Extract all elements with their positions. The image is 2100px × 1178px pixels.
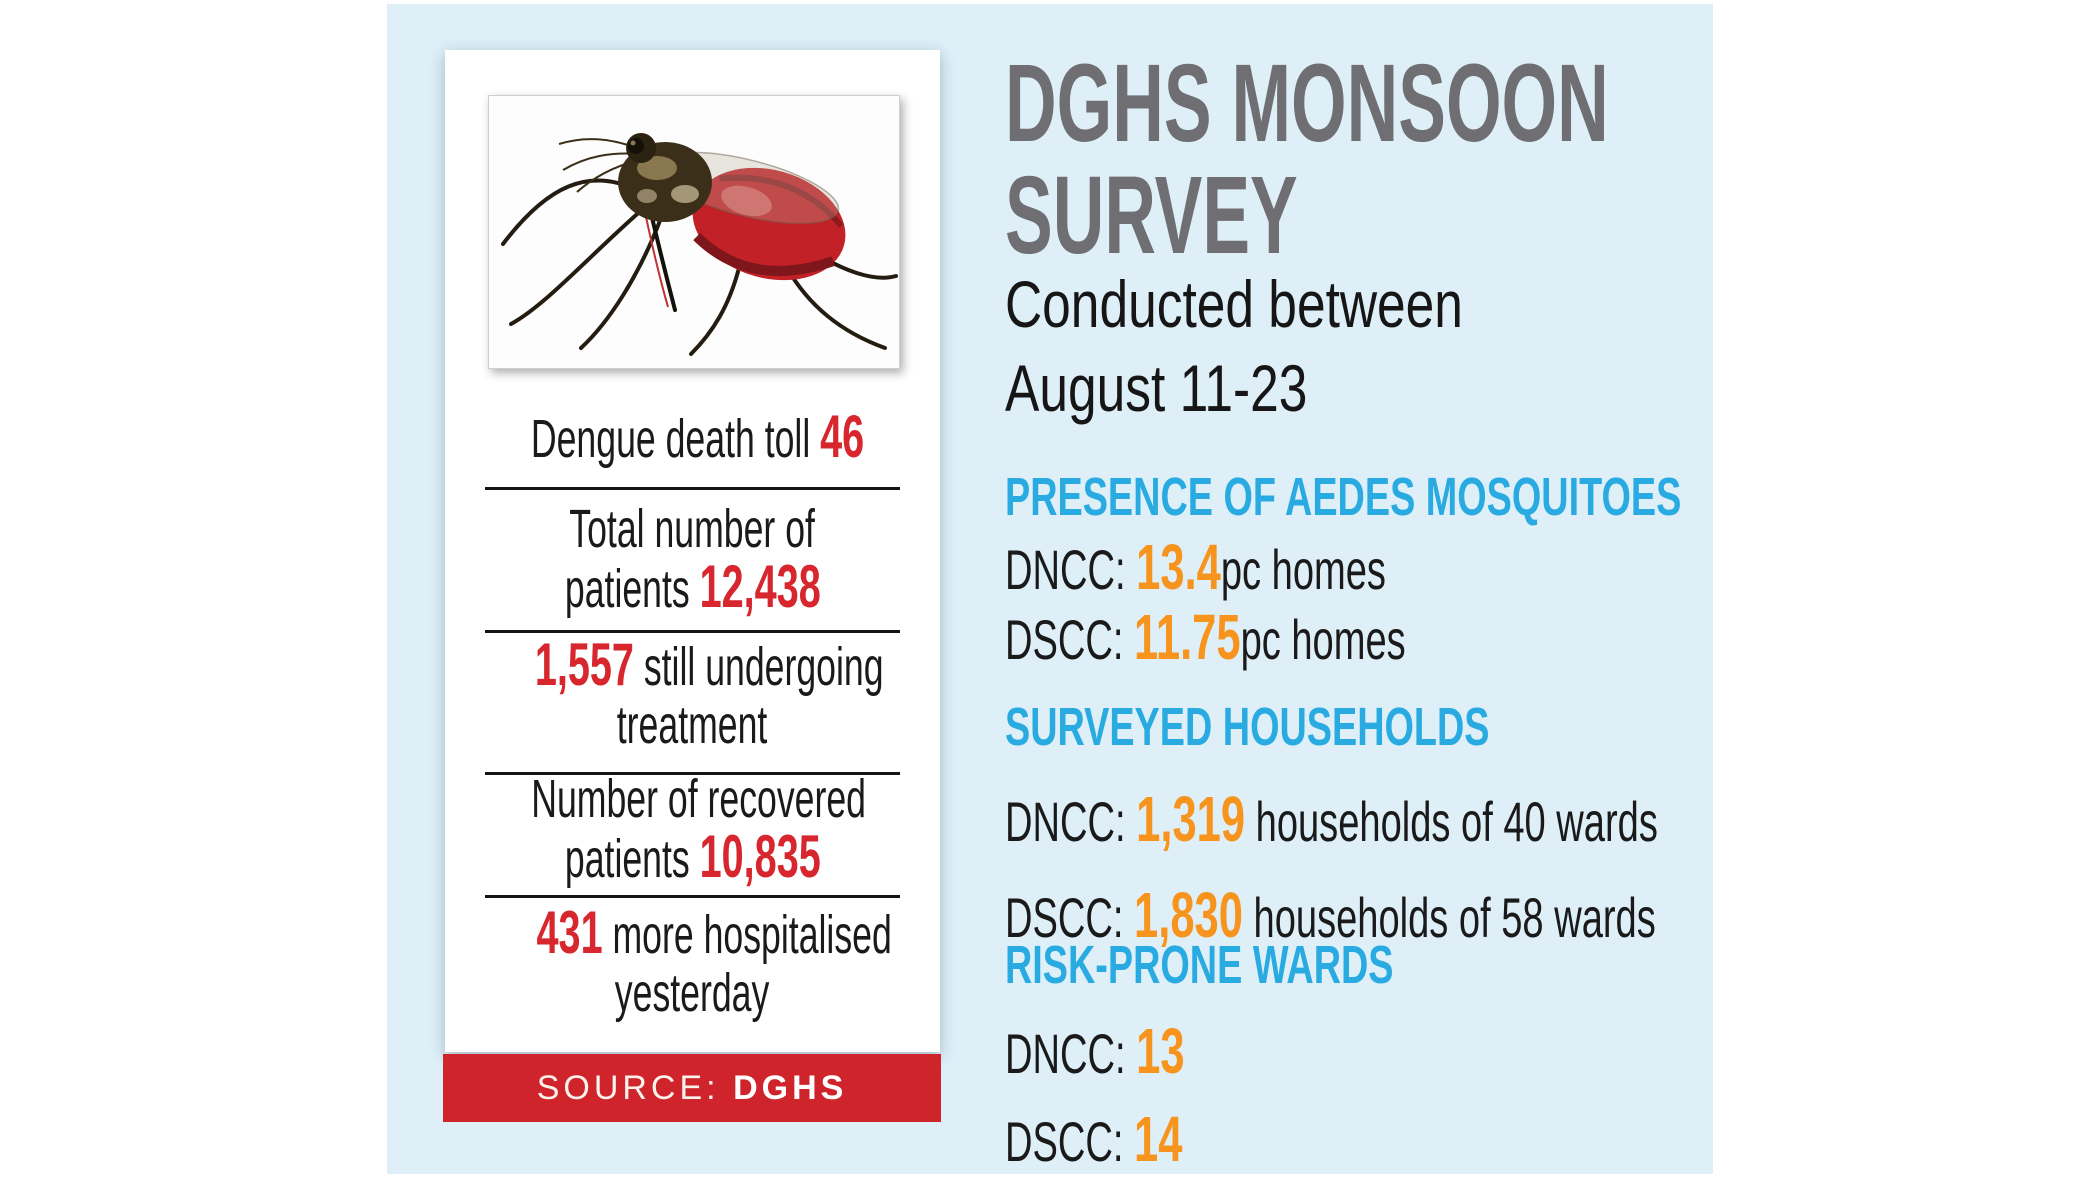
row-value: 11.75 xyxy=(1134,601,1241,673)
row-suffix: households of 40 wards xyxy=(1245,790,1658,853)
stat-row-dscc-households: DSCC: 1,830 households of 58 wards xyxy=(1005,880,1962,953)
row-label: DSCC: xyxy=(1005,1110,1135,1173)
stat-label: treatment xyxy=(617,695,768,755)
row-label: DSCC: xyxy=(1005,886,1135,949)
title-line1: DGHS MONSOON xyxy=(1005,42,1609,165)
row-label: DNCC: xyxy=(1005,790,1137,853)
divider xyxy=(485,895,900,898)
stat-label: Number of recovered xyxy=(531,769,867,829)
stat-row-dncc-aedes: DNCC: 13.4pc homes xyxy=(1005,532,1565,605)
stat-label: yesterday xyxy=(615,963,770,1023)
row-label: DSCC: xyxy=(1005,608,1135,671)
divider xyxy=(485,630,900,633)
section-heading-risk-prone-wards: RISK-PRONE WARDS xyxy=(1005,935,1394,995)
stat-row-dscc-aedes: DSCC: 11.75pc homes xyxy=(1005,602,1594,675)
title-line2: SURVEY xyxy=(1005,154,1298,277)
row-label: DNCC: xyxy=(1005,1022,1137,1085)
stat-value: 10,835 xyxy=(699,823,821,890)
mosquito-icon xyxy=(501,133,898,356)
subtitle-line1: Conducted between xyxy=(1005,267,1463,341)
stat-label: Total number of xyxy=(569,499,816,559)
subtitle: Conducted between August 11-23 xyxy=(1005,262,1592,430)
row-value: 13 xyxy=(1136,1015,1185,1087)
stat-label: Dengue death toll xyxy=(530,409,821,469)
stat-row-dncc-risk-wards: DNCC: 13 xyxy=(1005,1016,1269,1089)
source-label: SOURCE: xyxy=(536,1069,734,1107)
stat-recovered: Number of recovered patients 10,835 xyxy=(445,770,940,888)
stat-value: 431 xyxy=(536,899,603,966)
stat-label: patients xyxy=(564,829,700,889)
row-label: DNCC: xyxy=(1005,538,1137,601)
mosquito-photo xyxy=(488,95,900,369)
dengue-stats-card: Dengue death toll 46 Total number of pat… xyxy=(445,50,940,1052)
divider xyxy=(485,772,900,775)
stat-value: 12,438 xyxy=(699,553,821,620)
row-suffix: pc homes xyxy=(1240,608,1406,671)
row-value: 1,319 xyxy=(1136,783,1246,855)
stat-total-patients: Total number of patients 12,438 xyxy=(445,500,940,618)
subtitle-line2: August 11-23 xyxy=(1005,351,1308,425)
stat-value: 46 xyxy=(820,403,865,470)
stat-label: more hospitalised xyxy=(602,905,892,965)
section-heading-surveyed-households: SURVEYED HOUSEHOLDS xyxy=(1005,697,1490,757)
stat-value: 1,557 xyxy=(534,631,634,698)
stat-row-dncc-households: DNCC: 1,319 households of 40 wards xyxy=(1005,784,1965,857)
row-value: 14 xyxy=(1134,1103,1183,1175)
infographic-panel: Dengue death toll 46 Total number of pat… xyxy=(387,4,1713,1174)
row-value: 1,830 xyxy=(1134,879,1243,951)
source-bar: SOURCE: DGHS xyxy=(443,1054,941,1122)
row-value: 13.4 xyxy=(1136,531,1221,603)
row-suffix: households of 58 wards xyxy=(1242,886,1656,949)
survey-summary: DGHS MONSOON SURVEY Conducted between Au… xyxy=(1005,4,1705,1177)
source-value: DGHS xyxy=(733,1069,848,1107)
stat-under-treatment: 1,557 still undergoing treatment xyxy=(445,635,940,755)
stat-row-dscc-risk-wards: DSCC: 14 xyxy=(1005,1104,1266,1177)
divider xyxy=(485,487,900,490)
stat-label: patients xyxy=(564,559,700,619)
row-suffix: pc homes xyxy=(1220,538,1386,601)
section-heading-aedes-presence: PRESENCE OF AEDES MOSQUITOES xyxy=(1005,467,1682,527)
stat-hospitalised-yesterday: 431 more hospitalised yesterday xyxy=(445,903,940,1023)
page-title: DGHS MONSOON SURVEY xyxy=(1005,48,1934,272)
stat-death-toll: Dengue death toll 46 xyxy=(445,407,940,469)
stat-label: still undergoing xyxy=(633,637,884,697)
